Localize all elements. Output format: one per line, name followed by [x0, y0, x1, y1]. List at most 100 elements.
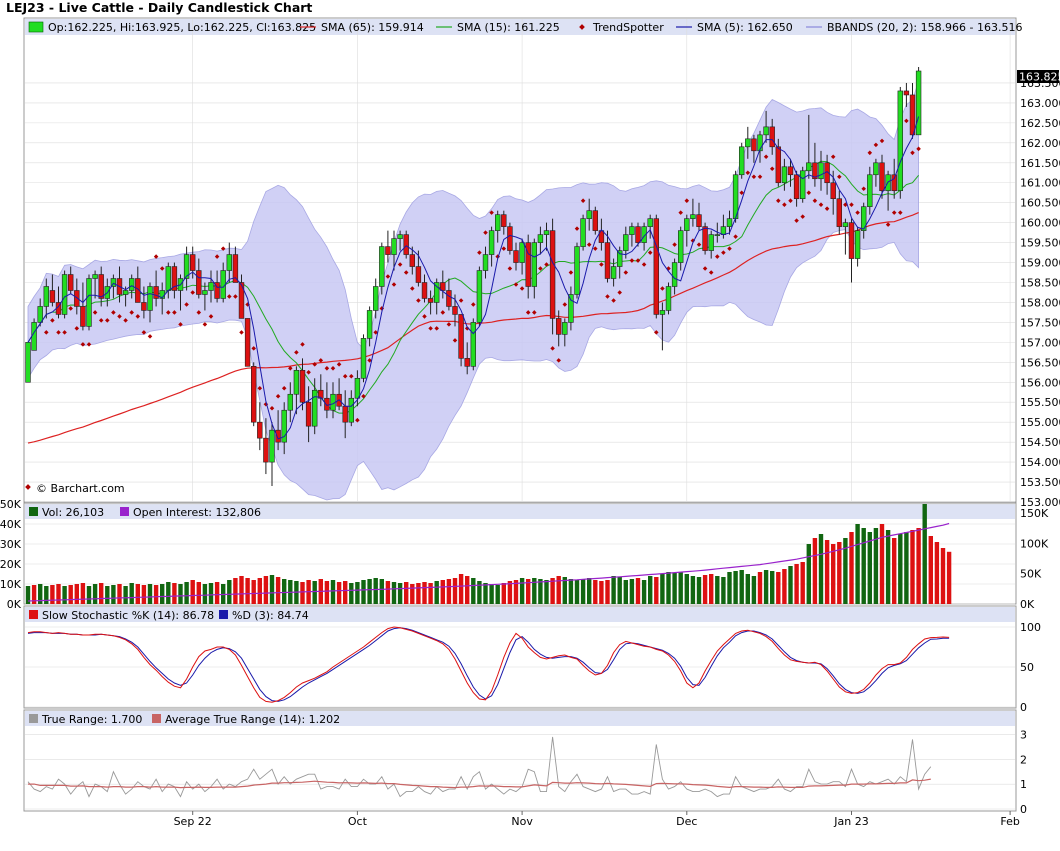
candle-body	[684, 218, 690, 231]
open-interest-tick-label: 50K	[1020, 568, 1042, 581]
candle-body	[37, 306, 43, 323]
candle-body	[775, 146, 782, 184]
legend-open-interest: Open Interest: 132,806	[133, 506, 261, 519]
candle-body	[226, 254, 232, 271]
price-tick-label: 153.500	[1020, 476, 1060, 489]
trendspotter-marker	[660, 286, 665, 291]
candlesticks	[25, 67, 922, 487]
volume-bar	[367, 579, 372, 604]
price-tick-label: 160.000	[1020, 217, 1060, 230]
volume-bar	[538, 579, 543, 604]
candle-body	[190, 254, 196, 271]
true-range-tick-label: 1	[1020, 778, 1027, 791]
volume-bar	[660, 574, 665, 604]
volume-bar	[172, 583, 177, 604]
legend-swatch-trendspotter	[579, 24, 585, 30]
volume-bar	[373, 578, 378, 604]
candle-body	[440, 282, 446, 291]
candle-body	[80, 306, 86, 327]
price-tick-label: 157.500	[1020, 316, 1060, 329]
volume-bar	[135, 584, 140, 604]
volume-bar	[635, 578, 641, 604]
candle-body	[354, 377, 361, 399]
volume-bar	[416, 583, 421, 604]
trendspotter-marker	[458, 298, 464, 303]
price-legend-bar	[25, 19, 1015, 35]
candle-body	[751, 138, 757, 152]
volume-bar	[837, 542, 842, 604]
candle-body	[183, 254, 190, 279]
volume-tick-label: 0K	[7, 598, 22, 611]
volume-bar	[934, 542, 940, 604]
volume-bar	[74, 584, 79, 604]
legend-swatch-stoch-k	[29, 610, 38, 619]
volume-bar	[605, 580, 610, 604]
volume-bar	[282, 579, 287, 604]
volume-bar	[233, 578, 238, 604]
volume-bar	[641, 580, 647, 604]
volume-bar	[843, 538, 848, 604]
volume-bar	[757, 572, 763, 604]
x-tick-label: Dec	[676, 815, 697, 828]
volume-bar	[922, 504, 927, 604]
candle-body	[848, 222, 855, 259]
candle-body	[806, 162, 812, 172]
volume-bar	[80, 583, 86, 604]
candle-body	[49, 290, 56, 303]
legend-ohlc: Op:162.225, Hi:163.925, Lo:162.225, Cl:1…	[48, 21, 316, 34]
trendspotter-marker	[562, 302, 568, 307]
volume-bar	[507, 581, 513, 604]
candle-body	[452, 306, 458, 315]
price-tick-label: 153.000	[1020, 496, 1060, 509]
volume-bar	[879, 524, 885, 604]
candle-body	[507, 226, 513, 251]
trendspotter-marker	[611, 298, 616, 303]
candle-body	[836, 198, 843, 227]
last-price-label: 163.825	[1019, 71, 1060, 84]
stochastic-axis: 0 50 100	[1020, 621, 1041, 714]
trendspotter-marker	[294, 350, 299, 355]
candle-body	[867, 174, 873, 207]
price-tick-label: 157.000	[1020, 336, 1060, 349]
volume-bar	[343, 581, 348, 604]
volume-legend-bar	[25, 504, 1015, 519]
volume-bar	[379, 579, 384, 604]
volume-bar	[763, 570, 769, 604]
volume-bar	[861, 528, 866, 604]
candle-body	[281, 409, 287, 443]
volume-bar	[733, 571, 738, 604]
volume-bar	[214, 582, 220, 604]
volume-tick-label: 40K	[0, 518, 22, 531]
volume-bar	[434, 581, 439, 604]
trendspotter-marker	[532, 310, 537, 315]
volume-bar	[617, 577, 622, 604]
candle-body	[324, 397, 330, 411]
volume-bar	[904, 532, 909, 604]
volume-bar	[355, 582, 360, 604]
trendspotter-marker	[702, 266, 708, 271]
candle-body	[470, 322, 476, 367]
legend-true-range: True Range: 1.700	[41, 713, 142, 726]
candle-body	[379, 246, 385, 287]
volume-bar	[946, 551, 952, 604]
volume-bar	[623, 580, 628, 604]
volume-bar	[50, 585, 55, 604]
stochastic-grid	[25, 626, 1015, 708]
candle-body	[738, 146, 745, 176]
price-axis: 153.000 153.500 154.000 154.500 155.000 155.5…	[1020, 77, 1060, 509]
volume-bar	[690, 576, 696, 604]
atr-path	[28, 778, 931, 789]
legend-swatch-true-range	[29, 714, 38, 723]
last-price-marker	[1017, 70, 1059, 83]
volume-bar	[629, 579, 635, 604]
legend-stoch-d: %D (3): 84.74	[232, 609, 309, 622]
volume-bar	[275, 577, 281, 604]
volume-bar	[672, 573, 677, 604]
volume-bar	[62, 586, 67, 604]
volume-bar	[727, 572, 732, 604]
volume-bar	[446, 579, 452, 604]
legend-stoch-k: Slow Stochastic %K (14): 86.78	[42, 609, 214, 622]
volume-bar	[190, 580, 195, 604]
trendspotter-marker	[166, 310, 171, 315]
volume-bar	[44, 586, 49, 604]
